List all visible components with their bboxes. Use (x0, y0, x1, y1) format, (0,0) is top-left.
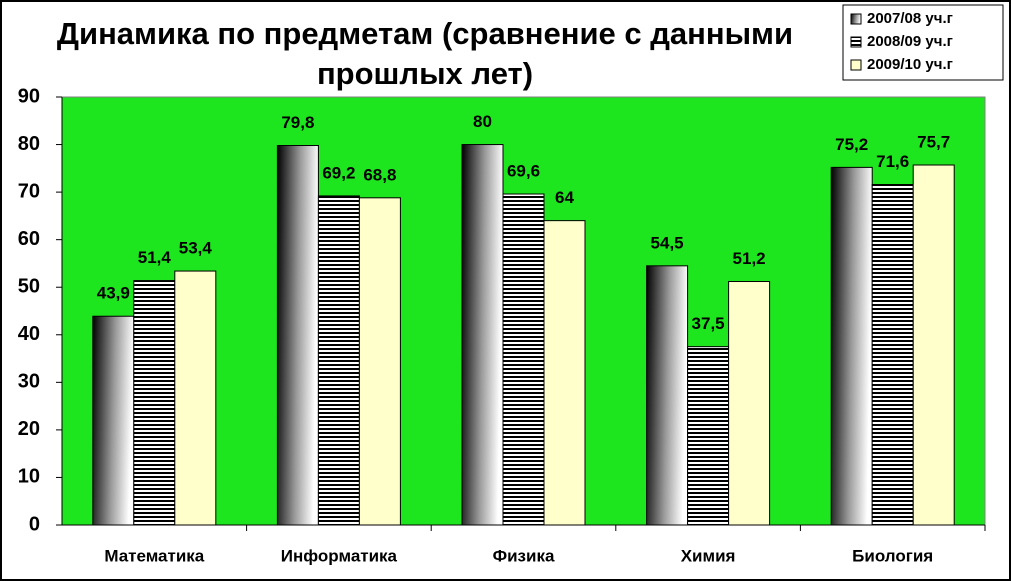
bar (830, 166, 873, 526)
legend-swatch (850, 13, 862, 25)
y-tick-label: 20 (18, 418, 40, 440)
y-tick-label: 70 (18, 180, 40, 202)
bar (358, 197, 401, 526)
value-label: 53,4 (179, 239, 213, 258)
value-label: 80 (473, 112, 492, 131)
value-label: 79,8 (281, 113, 314, 132)
y-tick-label: 10 (18, 466, 40, 488)
legend (842, 4, 1004, 81)
x-tick-label: Математика (104, 546, 204, 565)
value-label: 71,6 (876, 152, 909, 171)
y-tick-label: 80 (18, 133, 40, 155)
x-tick-label: Информатика (281, 546, 398, 565)
bar (728, 281, 771, 526)
value-label: 69,2 (322, 163, 355, 182)
legend-label: 2008/09 уч.г (867, 33, 953, 50)
value-label: 75,7 (917, 132, 950, 151)
bar (133, 280, 176, 526)
bar (276, 145, 319, 526)
bar (912, 164, 955, 526)
chart-title: Динамика по предметам (сравнение с данны… (56, 16, 794, 91)
value-label: 69,6 (507, 161, 540, 180)
legend-label: 2007/08 уч.г (867, 10, 953, 27)
bar (543, 220, 586, 526)
legend-swatch (850, 59, 862, 71)
x-tick-label: Химия (681, 546, 736, 565)
y-tick-label: 30 (18, 371, 40, 393)
value-label: 37,5 (692, 314, 725, 333)
bar (461, 144, 504, 526)
value-label: 51,4 (138, 248, 172, 267)
bar (317, 195, 360, 526)
bar (646, 265, 689, 526)
x-tick-label: Физика (493, 546, 555, 565)
bar (871, 184, 914, 526)
bar (502, 193, 545, 526)
legend-label: 2009/10 уч.г (867, 56, 953, 73)
bar (687, 346, 730, 526)
value-label: 64 (555, 188, 574, 207)
value-label: 43,9 (97, 284, 130, 303)
x-tick-label: Биология (852, 546, 933, 565)
value-label: 68,8 (363, 165, 396, 184)
legend-swatch (850, 36, 862, 48)
y-tick-label: 50 (18, 276, 40, 298)
value-label: 51,2 (733, 249, 766, 268)
bar (92, 315, 135, 526)
bar (174, 270, 217, 526)
y-tick-label: 90 (18, 85, 40, 107)
y-tick-label: 40 (18, 323, 40, 345)
value-label: 75,2 (835, 135, 868, 154)
y-tick-label: 60 (18, 228, 40, 250)
value-label: 54,5 (651, 233, 684, 252)
y-tick-label: 0 (29, 513, 40, 535)
